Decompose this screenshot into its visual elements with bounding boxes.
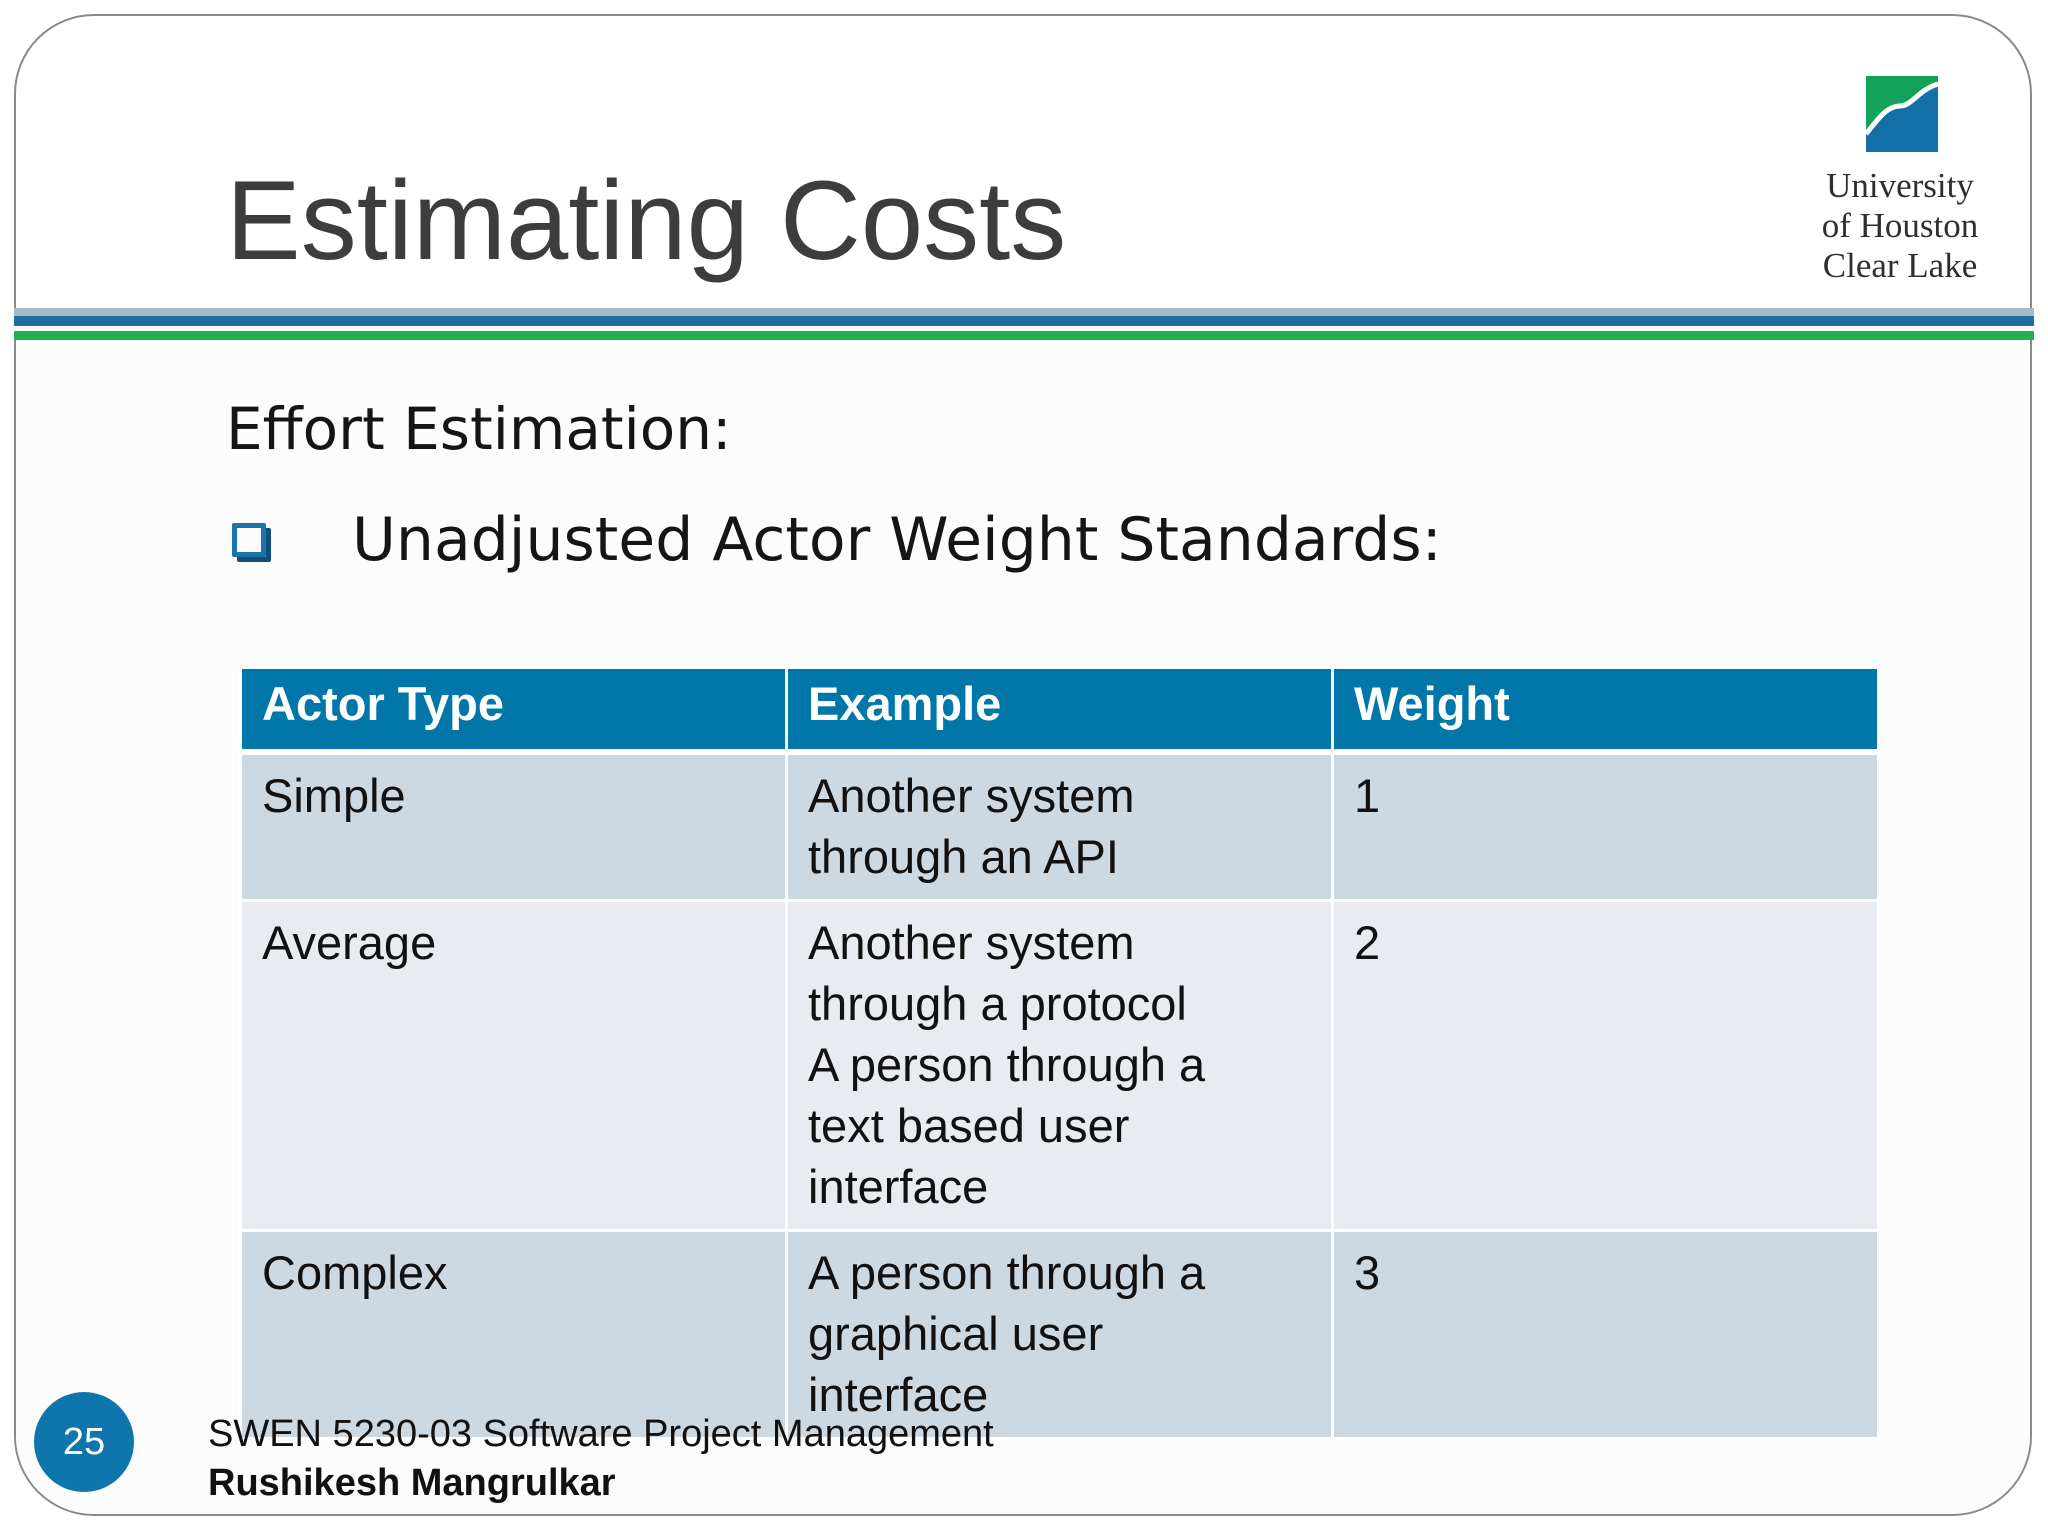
example-line: Another system — [808, 769, 1135, 822]
university-name: University of Houston Clear Lake — [1810, 166, 1990, 286]
actor-weight-table: Actor Type Example Weight Simple Another… — [239, 666, 1880, 1440]
example-line: interface — [808, 1160, 989, 1213]
cell-actor-type: Average — [239, 899, 788, 1232]
table-row: Complex A person through a graphical use… — [239, 1229, 1880, 1440]
header-stripe-gray — [14, 308, 2034, 316]
uhcl-logo-mark-icon — [1866, 76, 1938, 152]
table-header-row: Actor Type Example Weight — [239, 666, 1880, 755]
university-logo: University of Houston Clear Lake — [1810, 74, 1990, 294]
example-line: A person through a — [808, 1038, 1206, 1091]
example-line: text based user — [808, 1099, 1130, 1152]
cell-weight: 3 — [1331, 1229, 1880, 1440]
example-line: through a protocol — [808, 977, 1187, 1030]
table-row: Simple Another system through an API 1 — [239, 750, 1880, 902]
bullet-text: Unadjusted Actor Weight Standards: — [352, 505, 1442, 575]
header-stripe-green — [14, 331, 2034, 340]
example-line: graphical user — [808, 1307, 1104, 1360]
header-stripe-gap — [14, 326, 2034, 331]
footer-course: SWEN 5230-03 Software Project Management — [208, 1413, 994, 1455]
page-number-badge: 25 — [34, 1392, 134, 1492]
example-line: Another system — [808, 916, 1135, 969]
slide-title: Estimating Costs — [226, 158, 1067, 283]
example-line: interface — [808, 1368, 989, 1421]
cell-actor-type: Simple — [239, 750, 788, 902]
cell-weight: 2 — [1331, 899, 1880, 1232]
example-line: through an API — [808, 830, 1119, 883]
table-row: Average Another system through a protoco… — [239, 899, 1880, 1232]
logo-line-1: University — [1826, 166, 1974, 205]
header-stripe-blue — [14, 316, 2034, 326]
cell-example: Another system through an API — [785, 750, 1334, 902]
cell-example: A person through a graphical user interf… — [785, 1229, 1334, 1440]
header-example: Example — [785, 666, 1334, 755]
footer-author: Rushikesh Mangrulkar — [208, 1462, 616, 1504]
header-actor-type: Actor Type — [239, 666, 788, 755]
bullet-item: Unadjusted Actor Weight Standards: — [230, 500, 1442, 580]
cell-actor-type: Complex — [239, 1229, 788, 1440]
logo-line-3: Clear Lake — [1822, 246, 1978, 285]
checkbox-bullet-icon — [232, 523, 266, 557]
section-subtitle: Effort Estimation: — [226, 395, 732, 463]
cell-weight: 1 — [1331, 750, 1880, 902]
cell-example: Another system through a protocol A pers… — [785, 899, 1334, 1232]
example-line: A person through a — [808, 1246, 1206, 1299]
header-weight: Weight — [1331, 666, 1880, 755]
logo-line-2: of Houston — [1821, 206, 1979, 245]
